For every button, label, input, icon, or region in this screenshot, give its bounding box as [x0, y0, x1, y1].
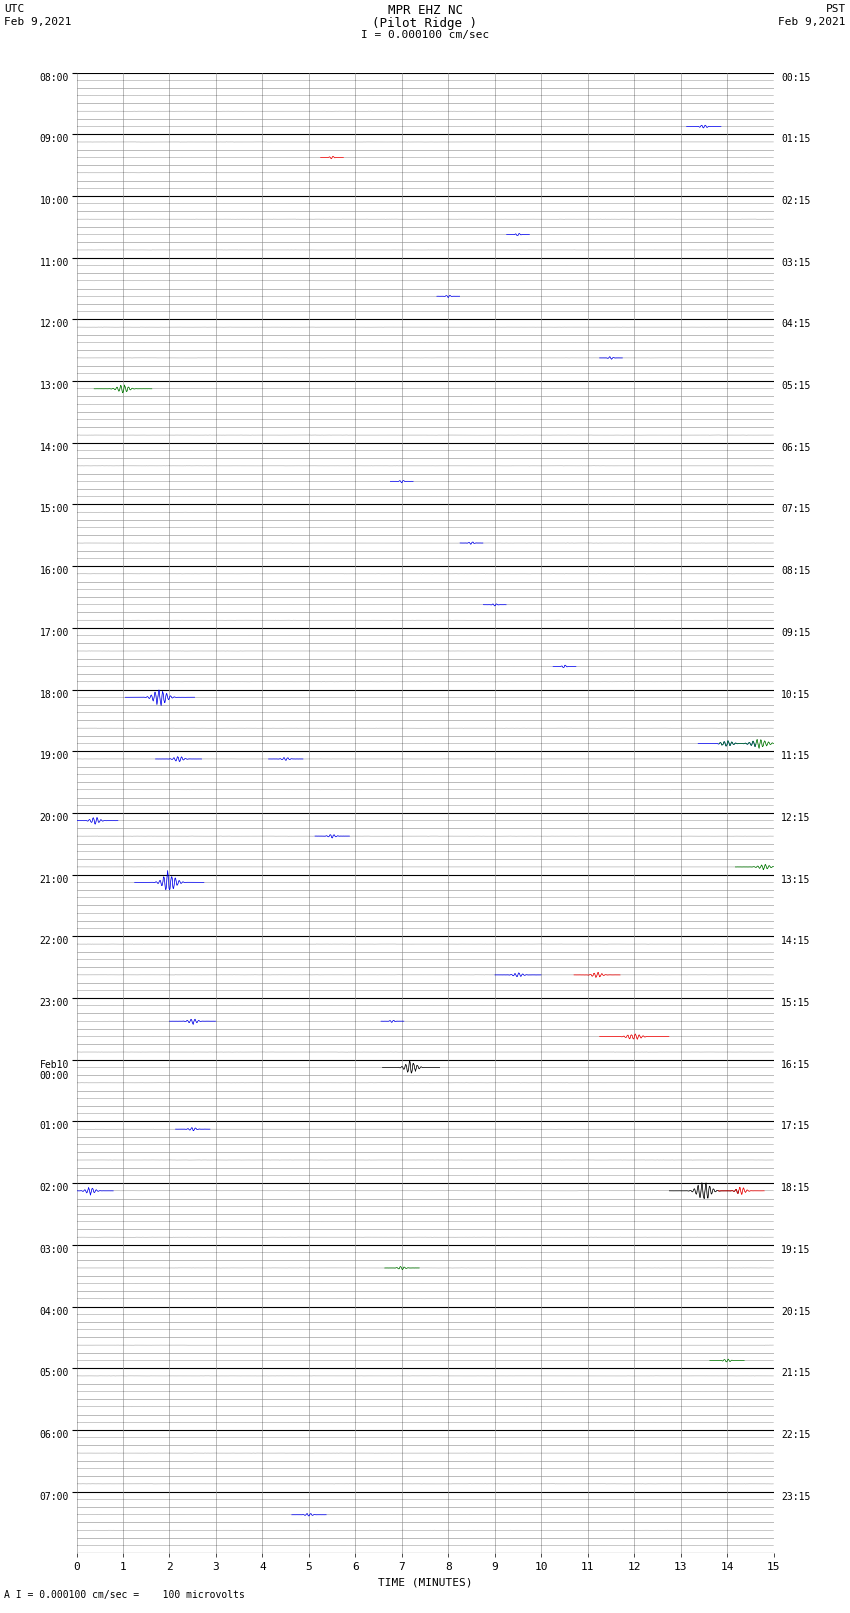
Text: (Pilot Ridge ): (Pilot Ridge ) [372, 18, 478, 31]
Text: I = 0.000100 cm/sec: I = 0.000100 cm/sec [361, 31, 489, 40]
Text: A I = 0.000100 cm/sec =    100 microvolts: A I = 0.000100 cm/sec = 100 microvolts [4, 1590, 245, 1600]
Text: Feb 9,2021: Feb 9,2021 [779, 18, 846, 27]
Text: Feb 9,2021: Feb 9,2021 [4, 18, 71, 27]
Text: MPR EHZ NC: MPR EHZ NC [388, 5, 462, 18]
Text: UTC: UTC [4, 5, 25, 15]
X-axis label: TIME (MINUTES): TIME (MINUTES) [377, 1578, 473, 1587]
Text: PST: PST [825, 5, 846, 15]
